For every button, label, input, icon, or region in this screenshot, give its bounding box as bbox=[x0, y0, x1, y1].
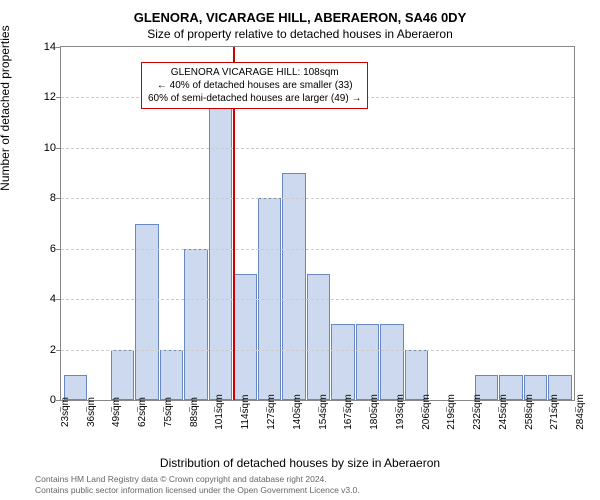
x-tick: 140sqm bbox=[279, 407, 305, 457]
x-tick-label: 36sqm bbox=[86, 397, 97, 427]
chart-title: GLENORA, VICARAGE HILL, ABERAERON, SA46 … bbox=[15, 10, 585, 25]
footer: Contains HM Land Registry data © Crown c… bbox=[15, 474, 585, 496]
x-tick: 114sqm bbox=[227, 407, 253, 457]
x-tick: 154sqm bbox=[305, 407, 331, 457]
x-tick: 75sqm bbox=[150, 407, 176, 457]
x-tick: 167sqm bbox=[330, 407, 356, 457]
x-tick-label: 232sqm bbox=[472, 394, 483, 430]
y-tick-label: 10 bbox=[44, 142, 61, 154]
x-tick-label: 140sqm bbox=[292, 394, 303, 430]
bar bbox=[184, 249, 208, 400]
x-ticks: 23sqm36sqm49sqm62sqm75sqm88sqm101sqm114s… bbox=[45, 407, 590, 457]
x-tick: 284sqm bbox=[562, 407, 588, 457]
bar bbox=[160, 350, 184, 400]
y-tick-label: 12 bbox=[44, 91, 61, 103]
x-tick: 127sqm bbox=[253, 407, 279, 457]
x-tick: 232sqm bbox=[459, 407, 485, 457]
annotation-line2: ← 40% of detached houses are smaller (33… bbox=[148, 79, 361, 92]
bar bbox=[233, 274, 257, 400]
x-tick-label: 245sqm bbox=[498, 394, 509, 430]
x-tick-label: 206sqm bbox=[421, 394, 432, 430]
x-tick-label: 193sqm bbox=[395, 394, 406, 430]
x-tick-label: 284sqm bbox=[575, 394, 586, 430]
x-tick-label: 154sqm bbox=[318, 394, 329, 430]
y-tick-label: 2 bbox=[50, 344, 61, 356]
x-tick-label: 101sqm bbox=[214, 394, 225, 430]
x-tick: 180sqm bbox=[356, 407, 382, 457]
x-tick: 206sqm bbox=[408, 407, 434, 457]
x-tick: 271sqm bbox=[537, 407, 563, 457]
plot-area: GLENORA VICARAGE HILL: 108sqm ← 40% of d… bbox=[60, 46, 575, 401]
grid-line bbox=[61, 148, 574, 149]
x-tick-label: 127sqm bbox=[266, 394, 277, 430]
x-tick: 23sqm bbox=[47, 407, 73, 457]
chart-subtitle: Size of property relative to detached ho… bbox=[15, 27, 585, 41]
grid-line bbox=[61, 299, 574, 300]
plot-inner: GLENORA VICARAGE HILL: 108sqm ← 40% of d… bbox=[60, 46, 575, 401]
footer-line1: Contains HM Land Registry data © Crown c… bbox=[35, 474, 585, 485]
x-tick: 101sqm bbox=[202, 407, 228, 457]
x-tick: 245sqm bbox=[485, 407, 511, 457]
bar bbox=[135, 224, 159, 401]
bar bbox=[331, 324, 355, 400]
x-tick: 49sqm bbox=[99, 407, 125, 457]
bar bbox=[111, 350, 135, 400]
y-axis-label: Number of detached properties bbox=[0, 25, 12, 190]
x-tick-label: 167sqm bbox=[343, 394, 354, 430]
x-tick-label: 180sqm bbox=[369, 394, 380, 430]
x-tick: 88sqm bbox=[176, 407, 202, 457]
grid-line bbox=[61, 350, 574, 351]
x-tick-label: 88sqm bbox=[189, 397, 200, 427]
x-tick-label: 258sqm bbox=[524, 394, 535, 430]
histogram-chart: GLENORA, VICARAGE HILL, ABERAERON, SA46 … bbox=[0, 0, 600, 500]
bar bbox=[380, 324, 404, 400]
annotation-box: GLENORA VICARAGE HILL: 108sqm ← 40% of d… bbox=[141, 62, 368, 109]
x-tick: 193sqm bbox=[382, 407, 408, 457]
x-tick-label: 75sqm bbox=[163, 397, 174, 427]
grid-line bbox=[61, 249, 574, 250]
x-tick: 36sqm bbox=[73, 407, 99, 457]
bar bbox=[282, 173, 306, 400]
x-tick: 219sqm bbox=[433, 407, 459, 457]
annotation-line1: GLENORA VICARAGE HILL: 108sqm bbox=[148, 66, 361, 79]
footer-line2: Contains public sector information licen… bbox=[35, 485, 585, 496]
x-tick: 62sqm bbox=[124, 407, 150, 457]
x-tick-label: 62sqm bbox=[137, 397, 148, 427]
bar bbox=[356, 324, 380, 400]
x-axis-label: Distribution of detached houses by size … bbox=[15, 456, 585, 470]
bar bbox=[405, 350, 429, 400]
x-tick-label: 271sqm bbox=[549, 394, 560, 430]
grid-line bbox=[61, 198, 574, 199]
y-tick-label: 4 bbox=[50, 293, 61, 305]
x-tick-label: 49sqm bbox=[111, 397, 122, 427]
y-tick-label: 8 bbox=[50, 192, 61, 204]
y-tick-label: 14 bbox=[44, 41, 61, 53]
x-tick-label: 114sqm bbox=[240, 395, 251, 430]
annotation-line3: 60% of semi-detached houses are larger (… bbox=[148, 92, 361, 105]
y-tick-label: 6 bbox=[50, 243, 61, 255]
x-tick-label: 23sqm bbox=[60, 397, 71, 427]
bar bbox=[307, 274, 331, 400]
x-tick-label: 219sqm bbox=[446, 394, 457, 430]
x-tick: 258sqm bbox=[511, 407, 537, 457]
